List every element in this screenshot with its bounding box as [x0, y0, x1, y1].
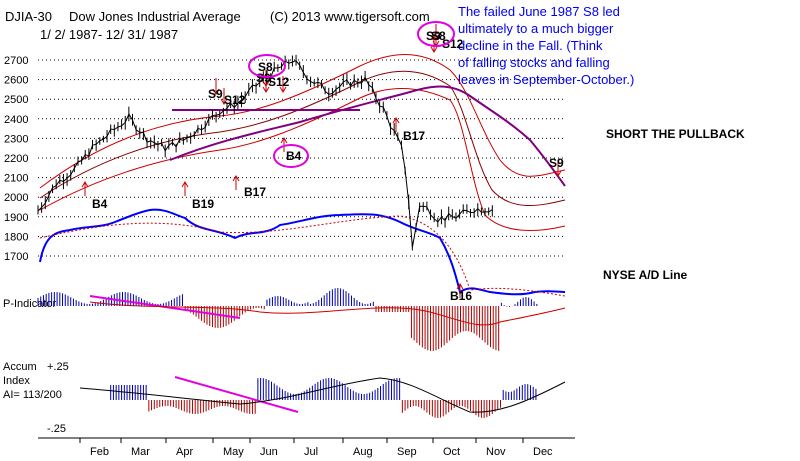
- s8-sept-circle: [417, 21, 455, 47]
- signal-s9: S9: [208, 87, 223, 101]
- y-tick-1900: 1900: [4, 212, 28, 224]
- signal-s8: S8: [258, 60, 273, 74]
- ad-line: [39, 208, 566, 296]
- accum-panel: [79, 376, 566, 418]
- sell-arrow-head: [554, 170, 562, 177]
- accum-ma: [79, 377, 566, 413]
- buy-arrow-head: [81, 181, 89, 188]
- sell-arrow-head: [262, 86, 270, 93]
- accum-plus-label: +.25: [47, 361, 69, 373]
- ad-line-label: NYSE A/D Line: [603, 268, 688, 282]
- y-tick-2200: 2200: [4, 153, 28, 165]
- b4-june-circle: [273, 144, 309, 168]
- price-overlays: [39, 54, 566, 297]
- y-tick-2700: 2700: [4, 55, 28, 67]
- month-label-sep: Sep: [397, 446, 417, 458]
- signal-s12: S12: [224, 93, 246, 107]
- sell-arrow-head: [212, 88, 220, 95]
- copyright-label: (C) 2013 www.tigersoft.com: [270, 9, 430, 24]
- y-tick-2300: 2300: [4, 133, 28, 145]
- y-tick-2100: 2100: [4, 173, 28, 185]
- accum-index-label: Index: [3, 375, 30, 387]
- signal-b4: B4: [286, 149, 302, 163]
- p-indicator-panel: [37, 288, 566, 351]
- month-label-aug: Aug: [353, 446, 373, 458]
- buy-arrow-head: [280, 137, 288, 144]
- date-range: 1/ 2/ 1987- 12/ 31/ 1987: [40, 27, 178, 42]
- y-tick-1800: 1800: [4, 231, 28, 243]
- sell-arrow-head: [220, 98, 228, 105]
- accum-trend-line: [174, 376, 299, 413]
- month-label-apr: Apr: [176, 446, 193, 458]
- buy-arrow-head: [392, 117, 400, 124]
- y-tick-labels: 2700 2600 2500 2400 2300 2200 2100 2000 1900 1800…: [4, 55, 28, 263]
- month-label-jun: Jun: [260, 446, 278, 458]
- signal-s12: S12: [268, 75, 290, 89]
- s8-june-circle: [248, 54, 286, 78]
- month-label-dec: Dec: [533, 446, 553, 458]
- y-tick-2400: 2400: [4, 114, 28, 126]
- p-indicator-ma: [89, 301, 566, 326]
- mid-band: [39, 70, 566, 206]
- y-tick-2600: 2600: [4, 75, 28, 87]
- accum-label: Accum: [3, 361, 37, 373]
- signal-b19: B19: [192, 197, 214, 211]
- month-label-feb: Feb: [90, 446, 109, 458]
- ad-ma-line: [39, 215, 566, 297]
- signal-s8: S8: [431, 29, 446, 43]
- accum-minus-label: -.25: [47, 423, 66, 435]
- note-line-2: ultimately to a much bigger: [458, 21, 614, 36]
- signal-s12: S12: [442, 37, 464, 51]
- ma200-line: [169, 85, 566, 187]
- signal-s9: S9: [549, 156, 564, 170]
- y-tick-2500: 2500: [4, 94, 28, 106]
- annotation-note: The failed June 1987 S8 led ultimately t…: [458, 4, 634, 87]
- buy-arrow-head: [181, 181, 189, 188]
- buy-arrow-head: [232, 175, 240, 182]
- month-label-jul: Jul: [304, 446, 318, 458]
- month-label-oct: Oct: [443, 446, 460, 458]
- symbol-label: DJIA-30: [5, 9, 52, 24]
- price-series: [37, 54, 493, 251]
- note-line-1: The failed June 1987 S8 led: [458, 4, 620, 19]
- month-label-nov: Nov: [486, 446, 506, 458]
- y-tick-2000: 2000: [4, 192, 28, 204]
- month-axis: Feb Mar Apr May Jun Jul Aug Sep Oct Nov Dec: [38, 437, 575, 458]
- index-name: Dow Jones Industrial Average: [69, 9, 241, 24]
- sell-arrow-head: [430, 46, 438, 53]
- ai-label: AI= 113/200: [3, 389, 62, 401]
- signal-b17: B17: [403, 129, 425, 143]
- signal-b4: B4: [92, 197, 108, 211]
- note-line-3: decline in the Fall. (Think: [458, 38, 603, 53]
- upper-band: [39, 54, 566, 189]
- y-tick-1700: 1700: [4, 251, 28, 263]
- month-label-mar: Mar: [131, 446, 150, 458]
- buy-arrow-head: [456, 283, 464, 290]
- sell-arrow-head: [279, 86, 287, 93]
- signal-s9: S9: [256, 71, 271, 85]
- month-label-may: May: [223, 446, 244, 458]
- note-line-4: of falling stocks and falling: [458, 55, 610, 70]
- signal-b17: B17: [244, 185, 266, 199]
- signal-b16: B16: [450, 289, 472, 303]
- short-pullback-label: SHORT THE PULLBACK: [606, 127, 745, 141]
